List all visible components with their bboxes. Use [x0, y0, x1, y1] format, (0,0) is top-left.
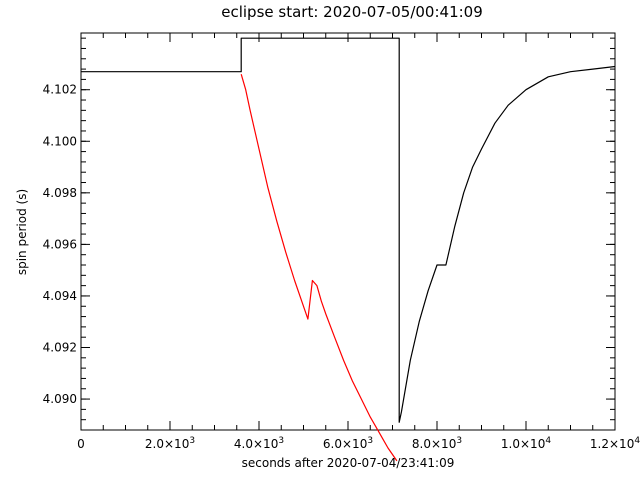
y-tick-label: 4.100 — [43, 134, 77, 148]
x-tick-label: 2.0×103 — [145, 436, 195, 451]
y-tick-label: 4.090 — [43, 392, 77, 406]
x-tick-label: 1.2×104 — [590, 436, 640, 451]
y-tick-label: 4.102 — [43, 83, 77, 97]
axis-ticks: 0 2.0×103 4.0×103 6.0×103 8.0×103 1.0×104 1.2×… — [43, 33, 640, 451]
x-tick-label: 1.0×104 — [501, 436, 551, 451]
x-axis-label: seconds after 2020-07-04/23:41:09 — [242, 456, 455, 470]
y-tick-label: 4.092 — [43, 341, 77, 355]
chart-title: eclipse start: 2020-07-05/00:41:09 — [221, 3, 483, 21]
x-tick-label: 6.0×103 — [323, 436, 373, 451]
x-tick-label: 4.0×103 — [234, 436, 284, 451]
x-tick-label: 0 — [77, 437, 85, 451]
y-axis-label: spin period (s) — [15, 189, 29, 275]
data-series — [81, 37, 616, 462]
y-tick-label: 4.096 — [43, 237, 77, 251]
y-tick-label: 4.094 — [43, 289, 77, 303]
y-tick-label: 4.098 — [43, 186, 77, 200]
x-tick-label: 8.0×103 — [412, 436, 462, 451]
series-line-0 — [81, 37, 616, 423]
series-line-1 — [240, 74, 398, 462]
